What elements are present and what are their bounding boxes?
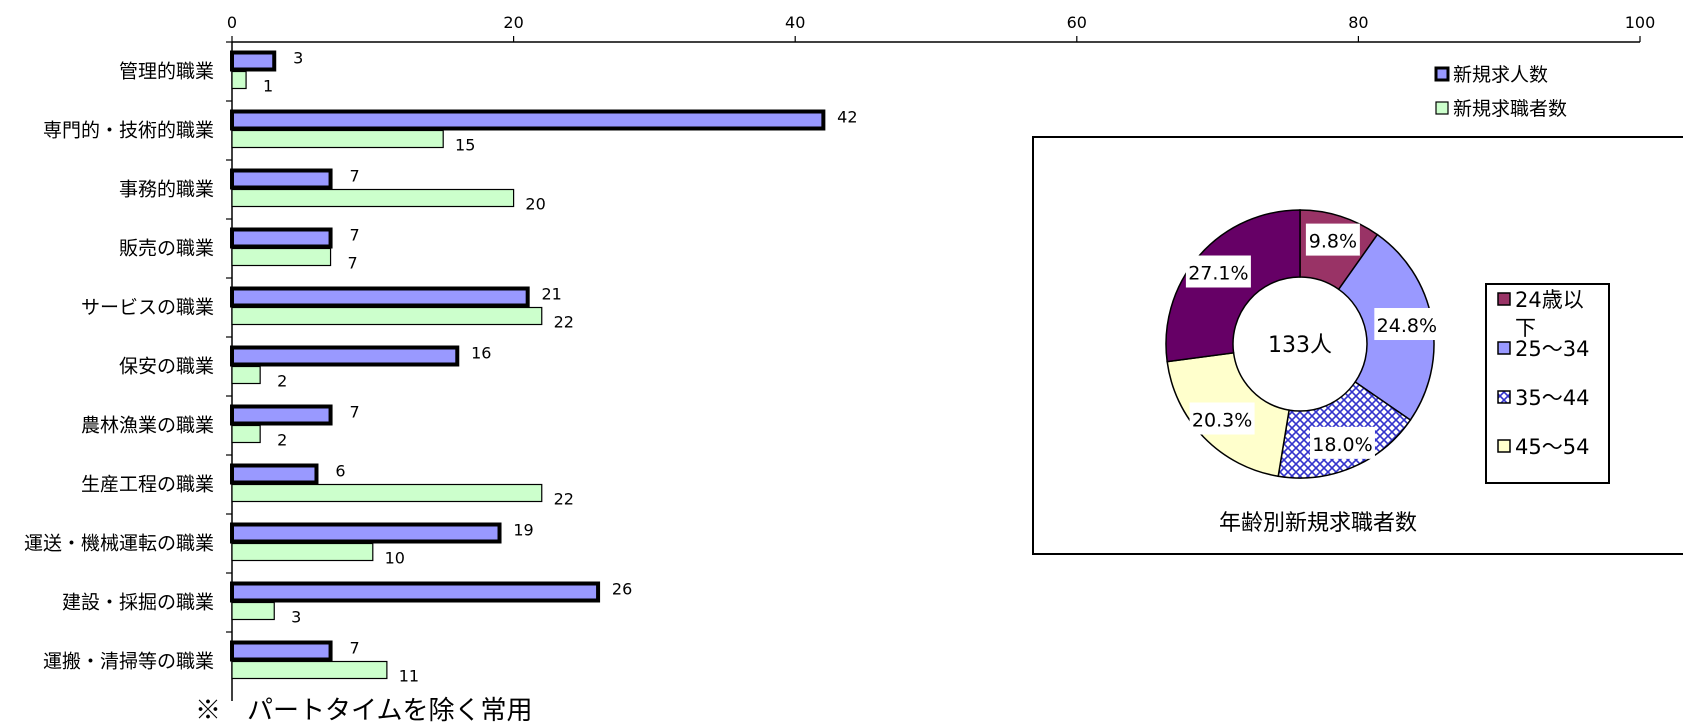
pie-legend-label: 35～44	[1515, 386, 1589, 410]
y-tick-label: サービスの職業	[81, 297, 214, 319]
bar-data-label: 3	[291, 608, 301, 627]
bar-new-job-openings	[230, 581, 601, 603]
bar-data-label: 22	[554, 313, 574, 332]
bar-new-job-openings	[230, 345, 460, 367]
y-tick-label: 事務的職業	[119, 179, 214, 201]
pie-legend-swatch	[1497, 341, 1511, 355]
bar-new-job-seekers	[231, 247, 332, 267]
y-tick-label: 農林漁業の職業	[81, 415, 214, 437]
bar-data-label: 10	[385, 549, 405, 568]
y-tick-label: 生産工程の職業	[81, 474, 214, 496]
y-tick-label: 保安の職業	[119, 356, 214, 378]
bar-new-job-openings	[230, 227, 333, 249]
bar-data-label: 6	[335, 462, 345, 481]
bar-data-label: 7	[349, 403, 359, 422]
legend-swatch	[1435, 101, 1449, 115]
pie-title: 年齢別新規求職者数	[1219, 511, 1417, 536]
bar-data-label: 2	[277, 431, 287, 450]
y-tick-label: 管理的職業	[119, 61, 214, 83]
pie-legend-label: 25～34	[1515, 337, 1589, 361]
y-tick-label: 販売の職業	[119, 238, 214, 260]
bar-new-job-seekers	[231, 70, 247, 90]
slice-percent-label: 18.0%	[1312, 434, 1372, 456]
bar-data-label: 7	[349, 226, 359, 245]
legend-label: 新規求人数	[1453, 64, 1548, 86]
x-tick-label: 20	[503, 13, 523, 32]
slice-label-box	[1309, 426, 1375, 459]
pie-legend-swatch	[1497, 439, 1511, 453]
bar-new-job-seekers	[231, 660, 388, 680]
bar-data-label: 19	[513, 521, 533, 540]
bar-data-label: 16	[471, 344, 491, 363]
bar-new-job-seekers	[231, 188, 515, 208]
bar-new-job-seekers	[231, 129, 444, 149]
pie-legend-swatch	[1497, 292, 1511, 306]
slice-label-box	[1305, 223, 1360, 256]
bar-new-job-seekers	[231, 306, 543, 326]
bar-data-label: 3	[293, 49, 303, 68]
slice-label-box	[1189, 402, 1255, 435]
bar-new-job-openings	[230, 286, 530, 308]
slice-percent-label: 27.1%	[1188, 263, 1248, 285]
bar-data-label: 21	[542, 285, 562, 304]
x-tick-label: 60	[1067, 13, 1087, 32]
slice-label-box	[1185, 255, 1251, 288]
y-tick-label: 運搬・清掃等の職業	[43, 651, 214, 673]
bar-data-label: 1	[263, 77, 273, 96]
x-tick-label: 0	[227, 13, 237, 32]
pie-legend-label: 24歳以	[1515, 288, 1584, 312]
bar-data-label: 22	[554, 490, 574, 509]
bar-new-job-openings	[230, 404, 333, 426]
bar-data-label: 11	[399, 667, 419, 686]
legend-swatch	[1434, 66, 1450, 82]
pie-legend-label-wrap: 下	[1515, 316, 1536, 340]
bar-new-job-openings	[230, 168, 333, 190]
bar-data-label: 15	[455, 136, 475, 155]
x-tick-label: 40	[785, 13, 805, 32]
bar-data-label: 7	[347, 254, 357, 273]
bar-new-job-openings	[230, 640, 333, 662]
bar-new-job-seekers	[231, 601, 275, 621]
y-tick-label: 建設・採掘の職業	[62, 592, 214, 614]
bar-new-job-openings	[230, 522, 502, 544]
slice-label-box	[1374, 308, 1440, 341]
legend-label: 新規求職者数	[1453, 98, 1567, 120]
slice-percent-label: 24.8%	[1377, 315, 1437, 337]
footnote: ※ パートタイムを除く常用	[195, 696, 533, 726]
bar-data-label: 7	[349, 639, 359, 658]
bar-chart: 0 20 40 60 80 100 管理的職業 3 1 専門的・技術的職業 42 15 事務的職業 7 20…	[24, 13, 1655, 701]
x-tick-label: 100	[1625, 13, 1656, 32]
bar-new-job-seekers	[231, 483, 543, 503]
pie-legend-swatch	[1497, 390, 1511, 404]
bar-new-job-seekers	[231, 365, 261, 385]
slice-percent-label: 20.3%	[1192, 410, 1252, 432]
bar-new-job-openings	[230, 50, 277, 72]
pie-legend-label: 45～54	[1515, 435, 1589, 459]
bar-data-label: 7	[349, 167, 359, 186]
bar-data-label: 42	[837, 108, 857, 127]
slice-percent-label: 9.8%	[1309, 231, 1357, 253]
x-tick-label: 80	[1348, 13, 1368, 32]
bar-new-job-seekers	[231, 542, 374, 562]
bar-new-job-openings	[230, 109, 826, 131]
y-tick-label: 運送・機械運転の職業	[24, 533, 214, 555]
bar-new-job-seekers	[231, 424, 261, 444]
bar-data-label: 26	[612, 580, 632, 599]
bar-data-label: 20	[525, 195, 545, 214]
donut-center-label: 133人	[1268, 333, 1332, 358]
bar-new-job-openings	[230, 463, 319, 485]
bar-data-label: 2	[277, 372, 287, 391]
y-tick-label: 専門的・技術的職業	[43, 120, 214, 142]
